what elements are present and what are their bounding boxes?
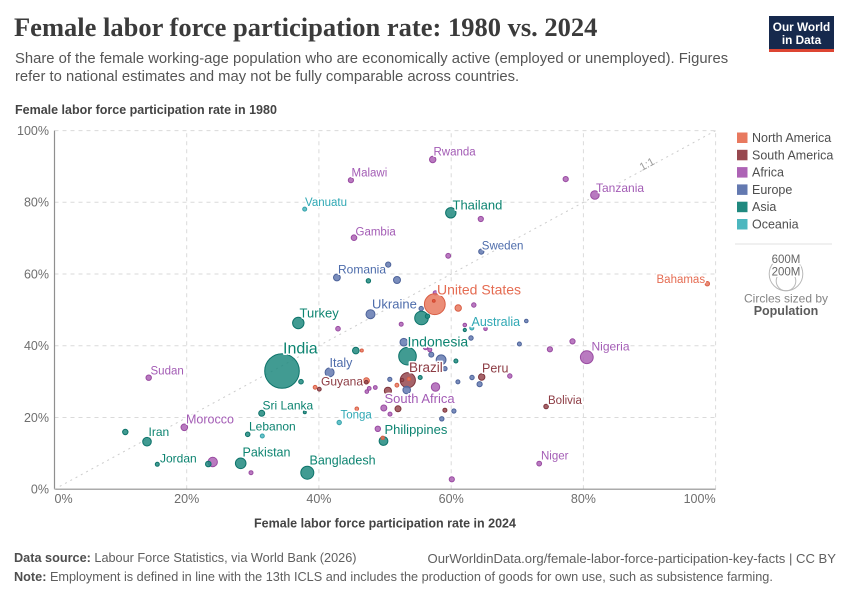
svg-text:Oceania: Oceania [752, 218, 799, 232]
svg-text:Female labor force participati: Female labor force participation rate in… [254, 517, 516, 531]
svg-text:Population: Population [754, 304, 819, 318]
svg-text:Philippines: Philippines [385, 422, 448, 437]
svg-text:Malawi: Malawi [352, 168, 388, 180]
svg-text:20%: 20% [174, 492, 199, 506]
svg-text:60%: 60% [24, 267, 49, 281]
svg-text:Ukraine: Ukraine [372, 297, 417, 312]
svg-text:Sudan: Sudan [151, 366, 184, 378]
svg-text:Asia: Asia [752, 200, 776, 214]
svg-text:Brazil: Brazil [409, 360, 443, 375]
svg-text:United States: United States [437, 282, 521, 298]
svg-text:Bolivia: Bolivia [548, 395, 582, 407]
svg-text:0%: 0% [31, 483, 49, 497]
svg-text:India: India [283, 341, 318, 358]
svg-text:100%: 100% [17, 124, 49, 138]
svg-text:600M: 600M [772, 254, 801, 266]
svg-text:Niger: Niger [541, 451, 569, 463]
svg-text:40%: 40% [306, 492, 331, 506]
svg-text:Bangladesh: Bangladesh [310, 454, 376, 468]
svg-text:Romania: Romania [338, 263, 386, 277]
svg-text:Gambia: Gambia [356, 227, 397, 239]
svg-text:80%: 80% [571, 492, 596, 506]
svg-text:Tanzania: Tanzania [596, 181, 644, 195]
svg-text:Peru: Peru [482, 362, 508, 376]
svg-text:60%: 60% [439, 492, 464, 506]
svg-text:100%: 100% [684, 492, 716, 506]
svg-text:Lebanon: Lebanon [249, 420, 296, 434]
svg-text:Guyana: Guyana [321, 375, 363, 389]
svg-text:40%: 40% [24, 339, 49, 353]
svg-text:Pakistan: Pakistan [243, 446, 291, 460]
svg-text:Thailand: Thailand [453, 198, 503, 213]
svg-text:Circles sized by: Circles sized by [744, 292, 828, 306]
svg-text:Turkey: Turkey [300, 306, 340, 321]
svg-text:Morocco: Morocco [186, 413, 234, 427]
svg-text:Australia: Australia [472, 315, 521, 329]
svg-text:Indonesia: Indonesia [408, 334, 469, 350]
svg-text:Vanuatu: Vanuatu [305, 197, 347, 209]
svg-text:0%: 0% [55, 492, 73, 506]
svg-text:South America: South America [752, 148, 833, 162]
svg-text:South Africa: South Africa [385, 391, 456, 406]
svg-text:200M: 200M [772, 267, 801, 279]
svg-text:Sri Lanka: Sri Lanka [263, 399, 314, 413]
svg-text:Italy: Italy [330, 356, 354, 370]
svg-text:Tonga: Tonga [341, 410, 373, 422]
svg-text:Rwanda: Rwanda [434, 147, 477, 159]
svg-text:Africa: Africa [752, 166, 784, 180]
svg-text:Jordan: Jordan [160, 452, 197, 466]
svg-text:Iran: Iran [149, 425, 170, 439]
svg-text:20%: 20% [24, 411, 49, 425]
svg-text:Europe: Europe [752, 183, 792, 197]
svg-text:Bahamas: Bahamas [657, 274, 706, 286]
svg-text:Sweden: Sweden [482, 241, 524, 253]
svg-text:80%: 80% [24, 196, 49, 210]
svg-text:North America: North America [752, 131, 831, 145]
svg-text:Nigeria: Nigeria [592, 340, 630, 354]
